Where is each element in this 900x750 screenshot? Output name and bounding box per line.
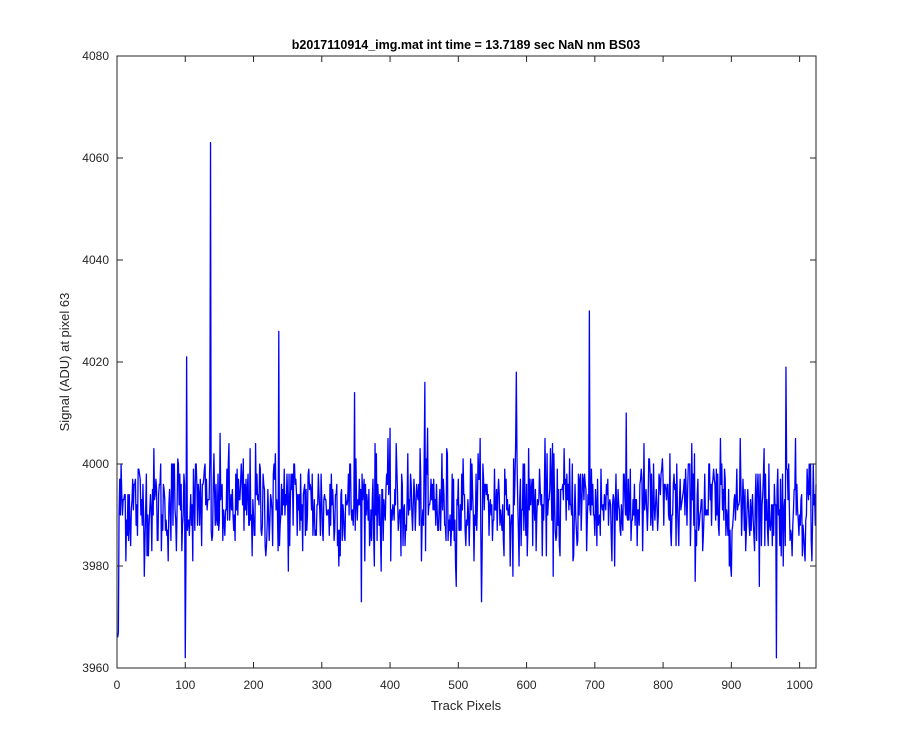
y-tick-label: 4060 — [82, 151, 109, 165]
x-tick-label: 100 — [175, 678, 195, 692]
x-tick-label: 800 — [653, 678, 673, 692]
signal-series-line — [117, 142, 817, 659]
y-tick-label: 4040 — [82, 253, 109, 267]
x-tick-label: 200 — [244, 678, 264, 692]
x-tick-label: 300 — [312, 678, 332, 692]
y-tick-label: 3980 — [82, 559, 109, 573]
y-tick-label: 4020 — [82, 355, 109, 369]
x-tick-label: 0 — [114, 678, 121, 692]
x-tick-label: 600 — [517, 678, 537, 692]
y-tick-label: 4080 — [82, 49, 109, 63]
y-axis-ticks: 3960 3980 4000 4020 4040 4060 4080 — [82, 49, 816, 675]
chart-title: b2017110914_img.mat int time = 13.7189 s… — [292, 38, 641, 52]
x-axis-label: Track Pixels — [431, 698, 502, 713]
x-axis-ticks: 0 100 200 300 400 500 600 700 800 900 1000 — [114, 56, 813, 692]
x-tick-label: 500 — [448, 678, 468, 692]
x-tick-label: 900 — [721, 678, 741, 692]
series-layer — [117, 142, 817, 659]
y-tick-label: 3960 — [82, 661, 109, 675]
y-tick-label: 4000 — [82, 457, 109, 471]
y-axis-label: Signal (ADU) at pixel 63 — [57, 293, 72, 432]
x-tick-label: 400 — [380, 678, 400, 692]
x-tick-label: 700 — [585, 678, 605, 692]
plot-area — [117, 56, 816, 668]
x-tick-label: 1000 — [786, 678, 813, 692]
